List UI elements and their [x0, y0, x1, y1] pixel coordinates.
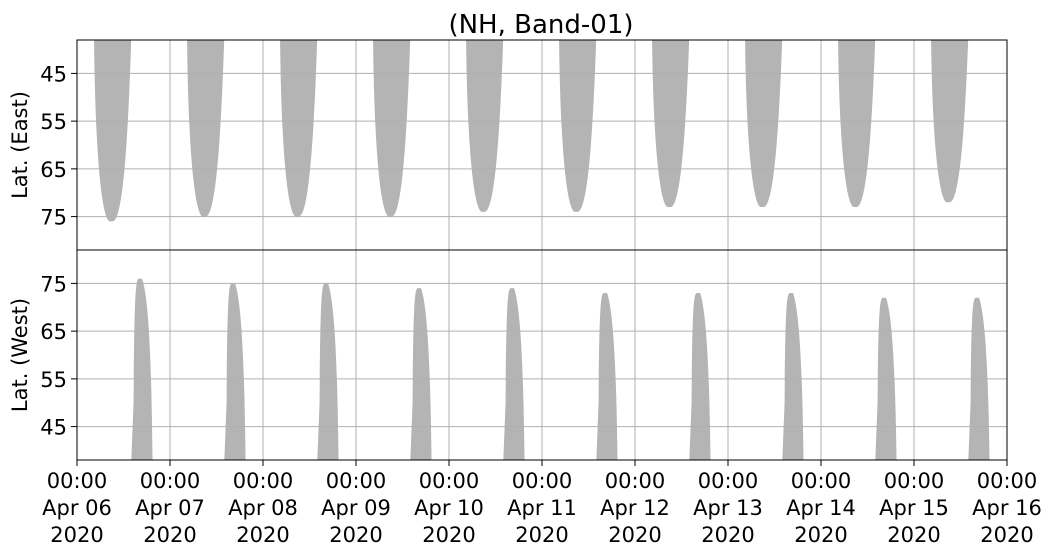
x-tick-date: Apr 16	[972, 496, 1042, 520]
y-tick-label: 65	[40, 158, 67, 182]
x-tick-date: Apr 13	[693, 496, 763, 520]
data-segment	[317, 283, 339, 460]
x-tick-label: 00:00 Apr 07 2020	[135, 469, 205, 547]
x-tick-time: 00:00	[233, 469, 294, 493]
y-tick-label: 75	[40, 272, 67, 296]
x-tick-time: 00:00	[698, 469, 759, 493]
x-tick-date: Apr 15	[879, 496, 949, 520]
x-tick-label: 00:00 Apr 08 2020	[228, 469, 298, 547]
data-segment	[596, 292, 618, 460]
x-tick-label: 00:00 Apr 12 2020	[600, 469, 670, 547]
y-tick-label: 75	[40, 206, 67, 230]
x-tick-date: Apr 12	[600, 496, 670, 520]
segments-group	[131, 278, 990, 460]
x-tick-label: 00:00 Apr 11 2020	[507, 469, 577, 547]
data-segment	[838, 40, 876, 208]
data-segment	[466, 40, 504, 212]
segments-group	[94, 40, 969, 222]
data-segment	[94, 40, 132, 222]
x-tick-year: 2020	[422, 523, 475, 547]
x-tick-time: 00:00	[140, 469, 201, 493]
data-segment	[559, 40, 597, 212]
y-tick-label: 65	[40, 320, 67, 344]
x-tick-date: Apr 08	[228, 496, 298, 520]
data-segment	[968, 297, 990, 460]
data-segment	[224, 283, 246, 460]
y-axis-label: Lat. (West)	[8, 298, 32, 412]
x-tick-date: Apr 14	[786, 496, 856, 520]
x-tick-year: 2020	[794, 523, 847, 547]
x-tick-label: 00:00 Apr 06 2020	[42, 469, 112, 547]
y-tick-label: 45	[40, 416, 67, 440]
x-tick-year: 2020	[515, 523, 568, 547]
x-tick-date: Apr 11	[507, 496, 577, 520]
x-tick-year: 2020	[701, 523, 754, 547]
y-tick-label: 45	[40, 62, 67, 86]
x-tick-time: 00:00	[512, 469, 573, 493]
x-tick-year: 2020	[980, 523, 1033, 547]
y-tick-label: 55	[40, 368, 67, 392]
x-tick-year: 2020	[329, 523, 382, 547]
x-tick-time: 00:00	[605, 469, 666, 493]
x-tick-date: Apr 09	[321, 496, 391, 520]
data-segment	[931, 40, 969, 203]
panels-layer: 45 55 65 75 Lat. (East) 45 55 65 75 Lat. (West)	[8, 39, 1008, 461]
x-tick-year: 2020	[50, 523, 103, 547]
panel-east: 45 55 65 75 Lat. (East)	[8, 39, 1008, 251]
x-tick-year: 2020	[608, 523, 661, 547]
x-tick-time: 00:00	[791, 469, 852, 493]
x-tick-year: 2020	[887, 523, 940, 547]
x-tick-label: 00:00 Apr 10 2020	[414, 469, 484, 547]
data-segment	[745, 40, 783, 208]
x-tick-label: 00:00 Apr 09 2020	[321, 469, 391, 547]
x-tick-time: 00:00	[977, 469, 1038, 493]
data-segment	[373, 40, 411, 217]
data-segment	[689, 292, 711, 460]
data-segment	[280, 40, 318, 217]
y-axis-label: Lat. (East)	[8, 91, 32, 199]
y-tick-label: 55	[40, 110, 67, 134]
x-tick-year: 2020	[236, 523, 289, 547]
x-tick-time: 00:00	[884, 469, 945, 493]
data-segment	[503, 288, 525, 460]
data-segment	[652, 40, 690, 208]
x-tick-time: 00:00	[419, 469, 480, 493]
data-segment	[875, 297, 897, 460]
x-tick-time: 00:00	[326, 469, 387, 493]
x-tick-date: Apr 06	[42, 496, 112, 520]
x-tick-label: 00:00 Apr 13 2020	[693, 469, 763, 547]
x-tick-label: 00:00 Apr 14 2020	[786, 469, 856, 547]
x-tick-year: 2020	[143, 523, 196, 547]
chart-title: (NH, Band-01)	[448, 10, 633, 40]
data-segment	[187, 40, 225, 217]
x-tick-label: 00:00 Apr 16 2020	[972, 469, 1042, 547]
panel-west: 45 55 65 75 Lat. (West)	[8, 249, 1008, 461]
data-segment	[131, 278, 153, 460]
x-tick-time: 00:00	[47, 469, 108, 493]
x-axis: 00:00 Apr 06 2020 00:00 Apr 07 2020 00:00 Apr 0…	[42, 460, 1042, 547]
x-tick-label: 00:00 Apr 15 2020	[879, 469, 949, 547]
data-segment	[782, 292, 804, 460]
x-tick-date: Apr 10	[414, 496, 484, 520]
data-segment	[410, 288, 432, 460]
x-tick-date: Apr 07	[135, 496, 205, 520]
